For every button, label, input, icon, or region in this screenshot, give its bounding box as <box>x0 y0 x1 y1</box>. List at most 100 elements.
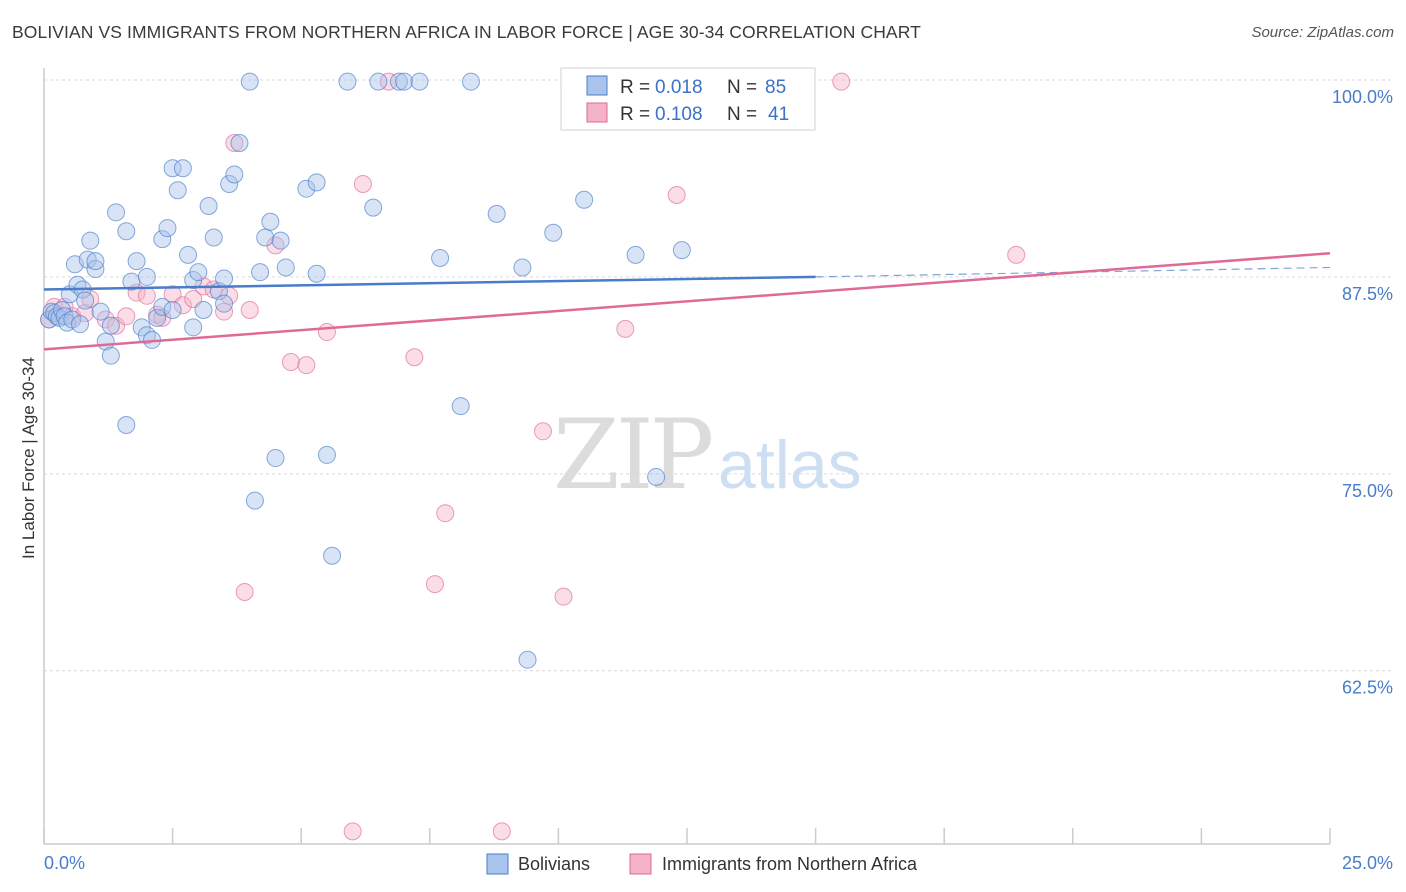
point-bolivians <box>215 269 234 288</box>
point-bolivians <box>364 198 383 217</box>
point-immigrants <box>235 582 254 601</box>
point-bolivians <box>451 397 470 416</box>
point-immigrants <box>297 356 316 375</box>
point-bolivians <box>230 134 249 153</box>
legend-n-label-pink: N = <box>727 104 757 125</box>
point-immigrants <box>667 185 686 204</box>
legend-n-value-blue: 85 <box>765 77 786 98</box>
point-bolivians <box>323 546 342 565</box>
series-bolivians-points <box>40 72 738 669</box>
point-immigrants <box>107 316 126 335</box>
legend-r-value-pink: 0.108 <box>655 104 703 125</box>
y-tick-label: 100.0% <box>1332 87 1393 107</box>
point-immigrants <box>343 822 362 841</box>
point-bolivians <box>261 212 280 231</box>
point-bolivians <box>251 263 270 282</box>
point-immigrants <box>405 348 424 367</box>
point-bolivians <box>431 249 450 268</box>
point-bolivians <box>153 230 172 249</box>
point-immigrants <box>137 286 156 305</box>
point-bolivians <box>256 228 275 247</box>
point-bolivians <box>78 250 97 269</box>
point-immigrants <box>225 134 244 153</box>
y-tick-label: 87.5% <box>1342 284 1393 304</box>
legend-r-label-pink: R = <box>620 104 650 125</box>
stats-legend: R = 0.018 N = 85 R = 0.108 N = 41 <box>560 67 816 131</box>
source-credit: Source: ZipAtlas.com <box>1251 24 1394 41</box>
watermark-atlas: atlas <box>718 427 862 503</box>
point-immigrants <box>353 174 372 193</box>
point-immigrants <box>492 822 511 841</box>
point-immigrants <box>117 307 136 326</box>
point-immigrants <box>184 289 203 308</box>
legend-swatch-pink <box>586 102 608 123</box>
point-bolivians <box>245 491 264 510</box>
point-bolivians <box>58 313 77 332</box>
point-bolivians <box>317 445 336 464</box>
point-bolivians <box>107 203 126 222</box>
point-bolivians <box>199 197 218 216</box>
point-bolivians <box>179 245 198 264</box>
series-immigrants-points <box>40 72 1026 841</box>
point-bolivians <box>307 173 326 192</box>
legend-r-value-blue: 0.018 <box>655 77 703 98</box>
trend-lines <box>43 252 1331 351</box>
point-bolivians <box>544 223 563 242</box>
y-tick-label: 62.5% <box>1342 678 1393 698</box>
point-bolivians <box>271 231 290 250</box>
x-tick-label-right: 25.0% <box>1342 853 1393 873</box>
y-axis-title: In Labor Force | Age 30-34 <box>19 357 38 559</box>
point-bolivians <box>153 297 172 316</box>
point-bolivians <box>307 264 326 283</box>
point-bolivians <box>91 302 110 321</box>
point-immigrants <box>533 422 552 441</box>
point-bolivians <box>672 241 691 260</box>
legend-n-value-pink: 41 <box>768 104 789 125</box>
point-bolivians <box>518 650 537 669</box>
point-immigrants <box>173 296 192 315</box>
point-bolivians <box>338 72 357 91</box>
point-immigrants <box>379 72 398 91</box>
axes <box>43 68 1331 845</box>
point-bolivians <box>225 165 244 184</box>
point-bolivians <box>71 315 90 334</box>
trend-line-immigrants <box>43 252 1331 351</box>
point-bolivians <box>276 258 295 277</box>
point-immigrants <box>554 587 573 606</box>
point-bolivians <box>461 72 480 91</box>
point-bolivians <box>76 291 95 310</box>
bottom-legend-swatch-immigrants <box>629 853 652 875</box>
point-immigrants <box>425 575 444 594</box>
trend-line-bolivians-extension <box>815 266 1331 278</box>
grid-lines <box>44 79 1393 672</box>
point-bolivians <box>81 231 100 250</box>
point-immigrants <box>281 352 300 371</box>
point-bolivians <box>215 294 234 313</box>
point-bolivians <box>389 72 408 91</box>
point-bolivians <box>204 228 223 247</box>
point-bolivians <box>647 467 666 486</box>
point-bolivians <box>184 318 203 337</box>
bottom-legend-swatch-bolivians <box>486 853 509 875</box>
chart-title: BOLIVIAN VS IMMIGRANTS FROM NORTHERN AFR… <box>12 22 921 42</box>
point-bolivians <box>163 159 182 178</box>
point-bolivians <box>168 181 187 200</box>
point-bolivians <box>117 415 136 434</box>
point-bolivians <box>240 72 259 91</box>
bottom-legend-label-immigrants: Immigrants from Northern Africa <box>662 854 918 874</box>
point-bolivians <box>86 260 105 279</box>
series-legend: Bolivians Immigrants from Northern Afric… <box>486 853 918 875</box>
point-bolivians <box>173 159 192 178</box>
point-bolivians <box>513 258 532 277</box>
point-bolivians <box>410 72 429 91</box>
point-bolivians <box>266 449 285 468</box>
point-bolivians <box>148 308 167 327</box>
legend-swatch-blue <box>586 75 608 96</box>
legend-n-label-blue: N = <box>727 77 757 98</box>
point-bolivians <box>137 267 156 286</box>
y-tick-labels: 100.0% 87.5% 75.0% 62.5% <box>1332 87 1393 698</box>
point-bolivians <box>194 300 213 319</box>
point-bolivians <box>163 300 182 319</box>
watermark-zip: ZIP <box>553 399 712 511</box>
